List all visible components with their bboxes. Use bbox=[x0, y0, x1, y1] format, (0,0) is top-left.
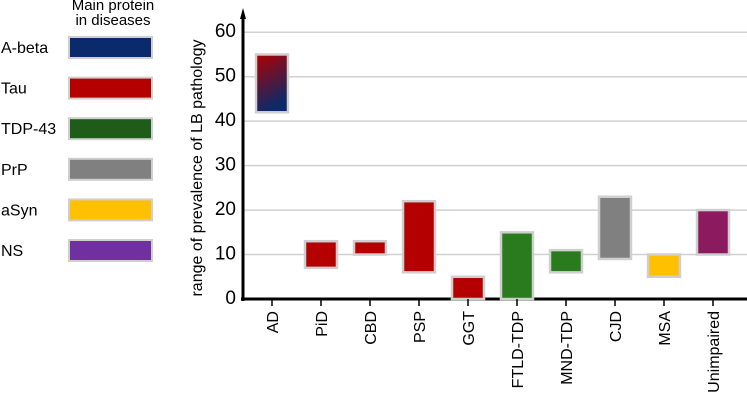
axis-arrow bbox=[240, 8, 246, 19]
legend-label: aSyn bbox=[1, 202, 37, 219]
x-tick-label: PiD bbox=[314, 311, 331, 337]
bar bbox=[254, 53, 290, 114]
bar bbox=[548, 248, 584, 274]
y-tick-label: 50 bbox=[215, 66, 236, 87]
legend-title: Main protein in diseases bbox=[71, 0, 155, 29]
y-tick-label: 0 bbox=[225, 288, 236, 309]
x-tick-label: CBD bbox=[363, 311, 380, 345]
legend-label: PrP bbox=[1, 162, 28, 179]
bar bbox=[352, 239, 388, 256]
y-tick-label: 40 bbox=[215, 110, 236, 131]
y-tick-label: 20 bbox=[215, 199, 236, 220]
x-tick-label: MND-TDP bbox=[559, 311, 576, 385]
y-tick-label: 60 bbox=[215, 21, 236, 42]
bar bbox=[646, 253, 682, 279]
bar bbox=[401, 199, 437, 274]
x-tick-label: FTLD-TDP bbox=[510, 311, 527, 388]
x-tick-label: Unimpaired bbox=[706, 311, 723, 393]
bar bbox=[695, 208, 731, 256]
bar bbox=[499, 231, 535, 301]
legend-swatch bbox=[68, 198, 153, 222]
x-tick-label: PSP bbox=[412, 311, 429, 343]
legend-label: A-beta bbox=[1, 40, 48, 57]
x-tick-label: CJD bbox=[608, 311, 625, 342]
legend-swatch bbox=[68, 76, 153, 100]
x-tick-label: GGT bbox=[461, 311, 478, 346]
y-axis-label: range of prevalence of LB pathology bbox=[189, 39, 206, 296]
legend-label: NS bbox=[1, 243, 23, 260]
legend-label: TDP-43 bbox=[1, 121, 56, 138]
legend-swatch bbox=[68, 36, 153, 59]
legend-label: Tau bbox=[1, 81, 27, 98]
bar bbox=[597, 195, 633, 261]
legend-swatch bbox=[68, 239, 153, 262]
bar bbox=[450, 275, 486, 301]
y-tick-label: 30 bbox=[215, 155, 236, 176]
bar bbox=[303, 239, 339, 270]
x-tick-label: MSA bbox=[657, 311, 674, 346]
y-tick-label: 10 bbox=[215, 244, 236, 265]
x-tick-label: AD bbox=[265, 311, 282, 333]
legend-swatch bbox=[68, 157, 153, 181]
legend-swatch bbox=[68, 117, 153, 141]
